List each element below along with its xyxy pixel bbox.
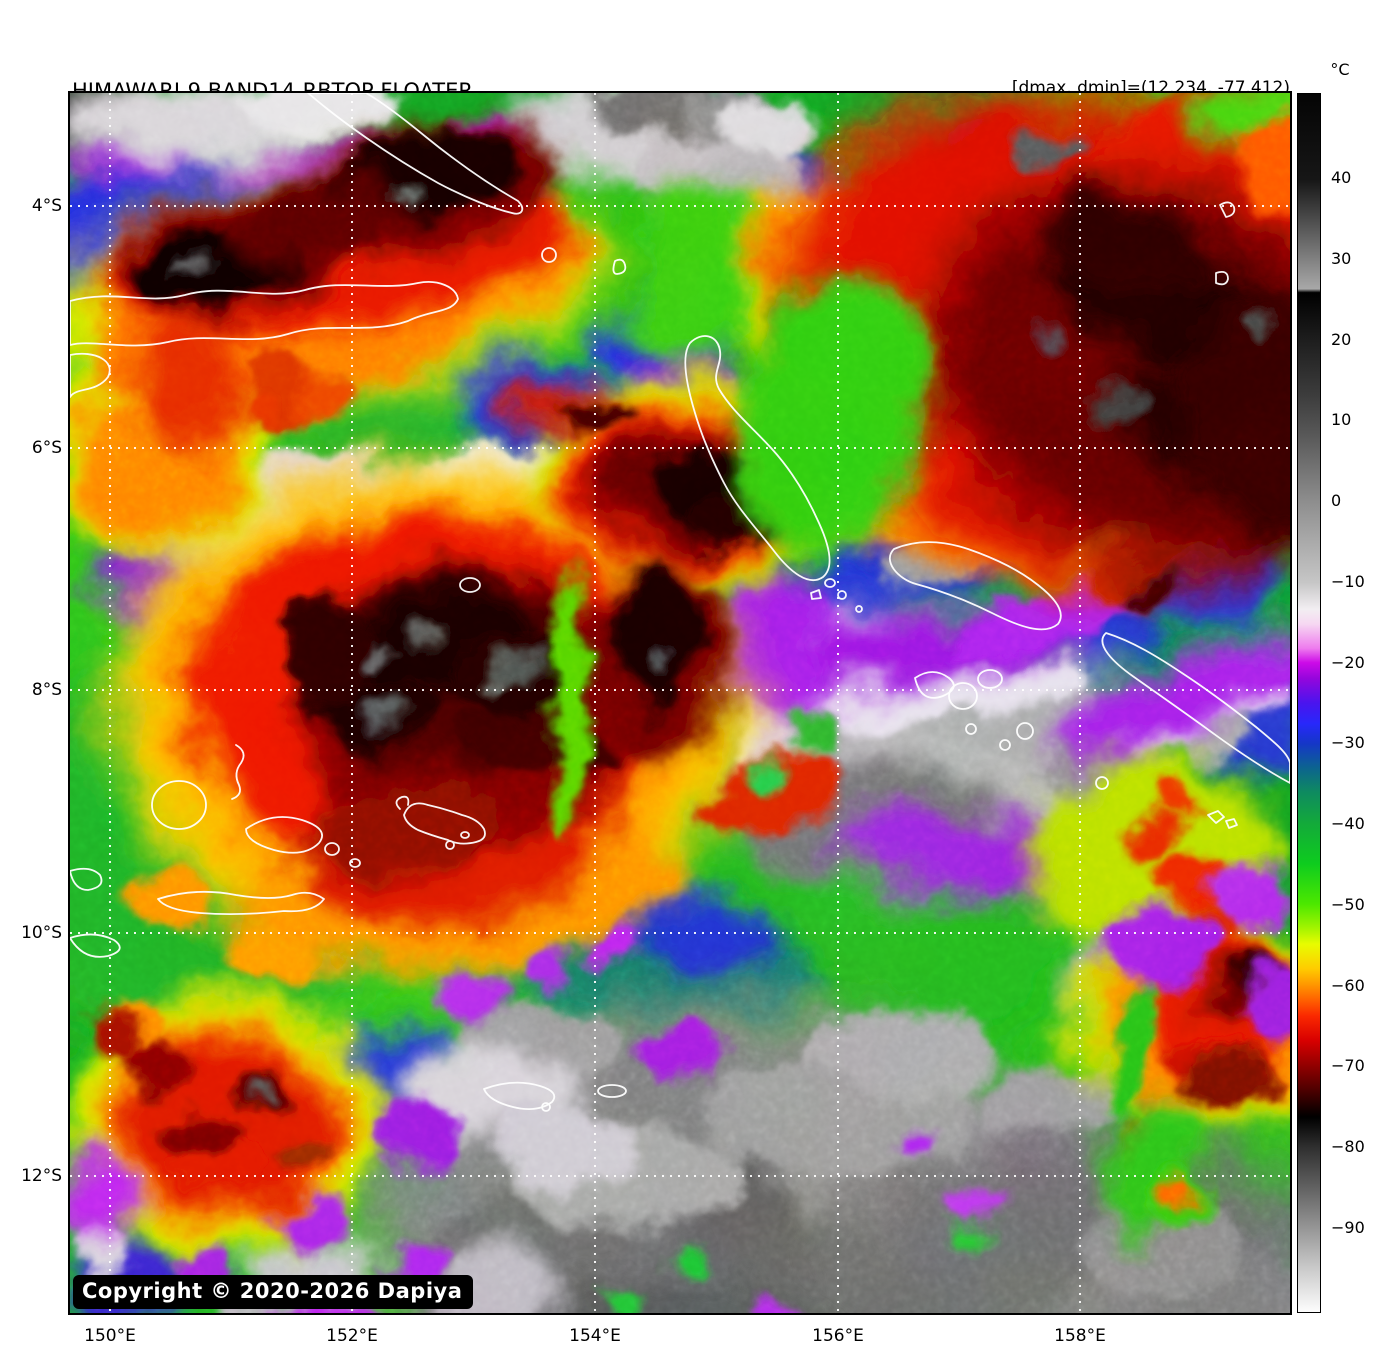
coastline-path — [306, 92, 523, 215]
y-tick-label: 8°S — [31, 680, 62, 700]
coastline-path — [612, 258, 626, 275]
colorbar-tick-label: −40 — [1331, 814, 1365, 833]
x-tick-label: 150°E — [84, 1326, 136, 1346]
coastline-path — [596, 1083, 627, 1098]
coastline-path — [683, 334, 831, 581]
y-tick-label: 10°S — [21, 923, 62, 943]
colorbar-tick-label: 0 — [1331, 491, 1342, 510]
coastline-path — [69, 867, 102, 891]
copyright-badge: Copyright © 2020-2026 Dapiya — [73, 1275, 474, 1309]
colorbar-tick-label: −90 — [1331, 1218, 1365, 1237]
coastline-path — [244, 815, 323, 854]
y-tick-label: 4°S — [31, 196, 62, 216]
colorbar-tick-label: −80 — [1331, 1137, 1365, 1156]
coastline-path — [854, 604, 863, 613]
coastline-path — [823, 577, 836, 588]
coastline-path — [809, 588, 822, 600]
coastline-path — [69, 280, 459, 346]
coastline-path — [1094, 775, 1109, 790]
coastline-path — [156, 890, 325, 915]
coastline-path — [323, 841, 340, 856]
coastline-path — [1206, 809, 1225, 824]
coastline-path — [1101, 631, 1290, 784]
satellite-map — [67, 90, 1292, 1315]
latlon-gridlines — [69, 92, 1290, 1313]
coastline-path — [444, 839, 455, 850]
coastline-path — [230, 743, 244, 800]
coastline-path — [402, 801, 486, 844]
coastline-path — [150, 779, 207, 830]
satellite-image — [69, 92, 1290, 1313]
coastline-path — [348, 857, 361, 868]
noise-grain-overlay — [69, 92, 1290, 1313]
colorbar-tick-label: −60 — [1331, 976, 1365, 995]
coastline-path — [395, 795, 409, 810]
coastline-path — [998, 738, 1011, 751]
coastline-path — [913, 670, 955, 699]
x-tick-label: 152°E — [326, 1326, 378, 1346]
x-tick-label: 154°E — [569, 1326, 621, 1346]
coastline-overlay — [69, 92, 1290, 1112]
coastline-path — [69, 933, 121, 958]
coastline-path — [976, 668, 1003, 689]
coastline-path — [836, 589, 847, 600]
x-tick-label: 158°E — [1054, 1326, 1106, 1346]
coastline-path — [540, 246, 557, 263]
colorbar-tick-label: −70 — [1331, 1056, 1365, 1075]
coastline-path — [1015, 721, 1034, 740]
coastline-path — [1218, 201, 1235, 218]
x-tick-label: 156°E — [812, 1326, 864, 1346]
coastline-path — [459, 830, 470, 839]
colorbar-tick-label: −30 — [1331, 733, 1365, 752]
y-tick-label: 6°S — [31, 438, 62, 458]
coastline-path — [69, 352, 111, 398]
colorbar-tick-label: 30 — [1331, 249, 1352, 268]
colorbar-tick-label: 40 — [1331, 168, 1352, 187]
coastline-path — [947, 681, 978, 710]
coastline-path — [964, 722, 977, 735]
colorbar-tick-label: −50 — [1331, 895, 1365, 914]
colorbar-tick-label: 20 — [1331, 330, 1352, 349]
coastline-path — [1224, 817, 1238, 829]
y-tick-label: 12°S — [21, 1166, 62, 1186]
colorbar-tick-label: 10 — [1331, 410, 1352, 429]
coastline-path — [458, 576, 481, 593]
coastline-path — [540, 1101, 551, 1112]
coastline-path — [888, 540, 1062, 630]
coastline-path — [482, 1081, 555, 1110]
temperature-colorbar — [1297, 93, 1321, 1313]
colorbar-unit-label: °C — [1330, 60, 1350, 79]
colorbar-tick-label: −20 — [1331, 653, 1365, 672]
coastline-path — [1214, 270, 1229, 285]
colorbar-tick-label: −10 — [1331, 572, 1365, 591]
